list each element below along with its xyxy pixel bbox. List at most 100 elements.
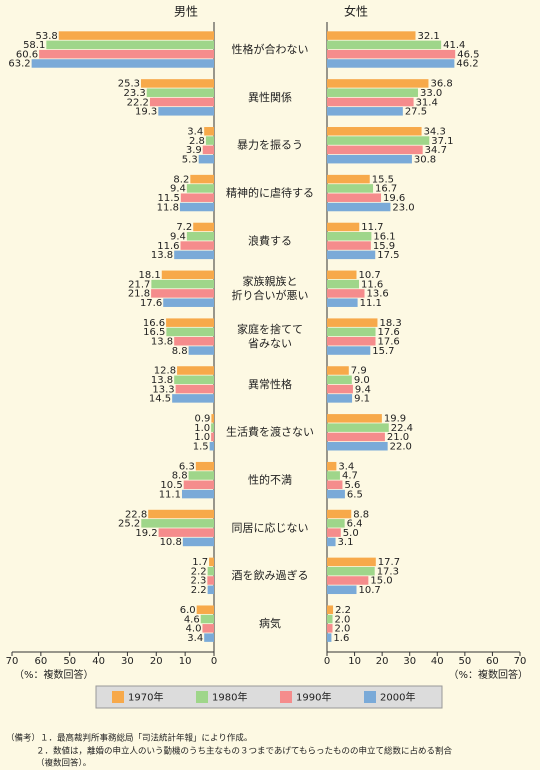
x-tick-label: 0	[324, 656, 330, 667]
value-label: 18.1	[139, 270, 161, 281]
value-label: 8.2	[173, 174, 189, 185]
value-label: 16.1	[373, 232, 395, 243]
value-label: 8.8	[353, 509, 369, 520]
value-label: 41.4	[443, 40, 465, 51]
value-label: 17.6	[140, 298, 162, 309]
bar	[327, 279, 359, 289]
bar	[140, 79, 214, 88]
value-label: 17.6	[378, 337, 400, 348]
value-label: 1.0	[194, 423, 210, 434]
bar	[202, 624, 214, 633]
value-label: 3.4	[338, 461, 354, 472]
legend-swatch	[112, 691, 124, 703]
value-label: 15.7	[372, 346, 394, 357]
value-label: 33.0	[420, 88, 442, 99]
bar	[172, 394, 214, 403]
category-label: 病気	[259, 616, 281, 630]
bar	[327, 537, 336, 547]
value-label: 18.3	[379, 318, 401, 329]
bar	[175, 384, 214, 394]
value-label: 15.5	[372, 174, 394, 185]
legend-swatch	[364, 691, 376, 703]
value-label: 16.6	[143, 318, 165, 329]
category-label: 暴力を振るう	[237, 138, 303, 152]
bar	[327, 250, 376, 260]
value-label: 13.8	[151, 375, 173, 386]
bar	[204, 633, 214, 642]
bar	[180, 193, 214, 202]
bar	[327, 289, 365, 298]
value-label: 17.6	[378, 327, 400, 338]
category-label: 浪費する	[248, 233, 292, 247]
value-label: 4.7	[342, 471, 358, 482]
bar	[58, 31, 215, 40]
bar	[211, 423, 214, 432]
category-label: 折り合いが悪い	[232, 288, 309, 302]
value-label: 34.3	[424, 127, 446, 138]
category-label: 省みない	[248, 337, 292, 350]
x-tick-label: 70	[6, 656, 19, 667]
value-label: 15.9	[373, 241, 395, 252]
value-label: 19.2	[135, 528, 157, 539]
value-label: 5.3	[182, 154, 198, 165]
value-label: 21.0	[387, 432, 409, 443]
category-label: 生活費を渡さない	[226, 425, 314, 439]
bar	[327, 480, 343, 490]
bar	[200, 614, 214, 624]
value-label: 22.8	[125, 509, 147, 520]
bar	[327, 432, 385, 442]
value-label: 17.5	[377, 250, 399, 261]
x-tick-label: 60	[34, 656, 47, 667]
x-tick-label: 50	[63, 656, 76, 667]
bar	[327, 193, 382, 202]
x-tick-label: 40	[431, 656, 444, 667]
value-label: 14.5	[149, 394, 171, 405]
bar	[161, 270, 214, 280]
bar	[327, 471, 340, 480]
bar	[327, 414, 382, 423]
bar	[46, 40, 215, 50]
axis-note: （%：複数回答）	[14, 668, 94, 681]
bar	[207, 585, 214, 595]
value-label: 9.4	[170, 184, 186, 195]
bar	[327, 576, 369, 585]
bar	[188, 346, 214, 355]
category-label: 酒を飲み過ぎる	[232, 568, 309, 582]
value-label: 11.1	[360, 298, 382, 309]
bar	[31, 59, 214, 68]
category-label: 同居に応じない	[232, 520, 309, 534]
bar	[190, 174, 214, 184]
bar	[327, 566, 375, 576]
bar	[327, 384, 353, 394]
legend-label: 1980年	[212, 691, 247, 704]
bar	[327, 298, 358, 307]
value-label: 3.1	[338, 537, 354, 548]
bar	[327, 557, 376, 567]
value-label: 10.7	[359, 270, 381, 281]
legend-box	[95, 685, 443, 709]
value-label: 6.5	[347, 489, 363, 500]
value-label: 5.0	[343, 528, 359, 539]
x-tick-label: 20	[376, 656, 389, 667]
bar	[327, 97, 414, 107]
x-tick-label: 50	[458, 656, 471, 667]
bar	[327, 614, 333, 624]
bar	[186, 184, 214, 193]
value-label: 6.0	[180, 605, 196, 616]
value-label: 11.6	[361, 279, 383, 290]
value-label: 21.8	[128, 289, 150, 300]
bar	[327, 31, 416, 40]
x-tick-label: 10	[348, 656, 361, 667]
bar	[188, 471, 214, 480]
bar	[151, 279, 214, 289]
bar	[174, 375, 214, 385]
value-label: 13.8	[151, 250, 173, 261]
value-label: 4.0	[186, 624, 202, 635]
value-label: 46.5	[457, 49, 479, 60]
value-label: 2.2	[335, 605, 351, 616]
value-label: 37.1	[431, 136, 453, 147]
value-label: 15.0	[370, 576, 392, 587]
bar	[198, 154, 214, 164]
note: ２．数値は，離婚の申立人のいう動機のうち主なもの３つまであげてもらったものの申立…	[36, 746, 452, 757]
